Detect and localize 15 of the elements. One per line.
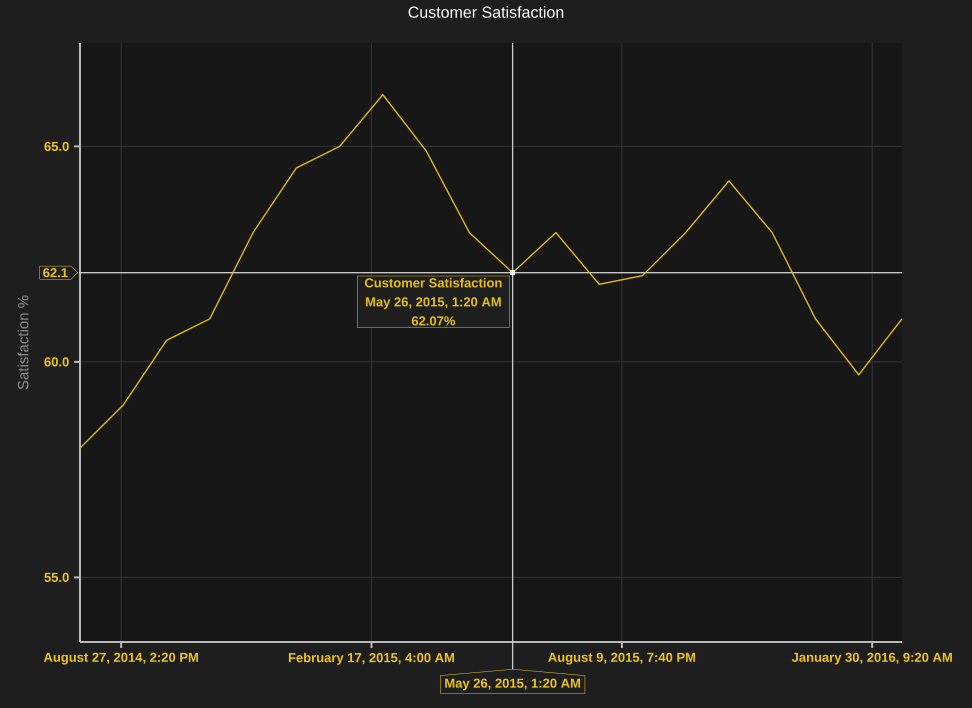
y-tick-label: 65.0: [44, 142, 69, 152]
x-tick-label: August 9, 2015, 7:40 PM: [548, 652, 696, 665]
chart-title: Customer Satisfaction: [408, 6, 564, 18]
x-tick-label: August 27, 2014, 2:20 PM: [44, 652, 198, 665]
ref-line-label: 62.1: [43, 268, 68, 278]
y-tick-label: 60.0: [44, 357, 69, 366]
x-tick-label: January 30, 2016, 9:20 AM: [792, 652, 952, 664]
y-axis-title: Satisfaction %: [17, 296, 29, 390]
annotation: 62.07%: [412, 316, 456, 326]
x-tick-label: February 17, 2015, 4:00 AM: [288, 652, 454, 665]
series-label: Customer Satisfaction: [364, 278, 502, 288]
ref-line-label: May 26, 2015, 1:20 AM: [445, 678, 580, 690]
y-tick-label: 55.0: [44, 572, 69, 582]
line-series: [79, 94, 903, 449]
annotation: May 26, 2015, 1:20 AM: [366, 297, 501, 310]
